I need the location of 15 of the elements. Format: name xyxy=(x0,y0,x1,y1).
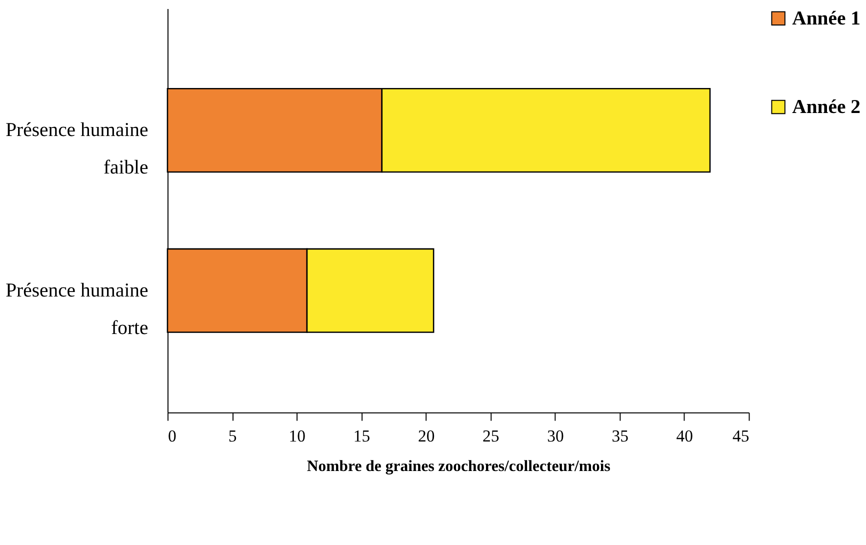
x-tick-label: 5 xyxy=(228,426,237,446)
x-tick-label: 35 xyxy=(612,426,628,446)
x-tick-label: 25 xyxy=(482,426,500,446)
x-tick-label: 10 xyxy=(288,426,306,446)
legend-label: Année 1 xyxy=(792,7,860,30)
x-tick-label: 40 xyxy=(676,426,694,446)
y-tick-label: Présence humaine forte xyxy=(6,280,149,339)
x-tick-label: 0 xyxy=(168,426,176,446)
x-tick-label: 20 xyxy=(418,426,435,446)
x-tick-label: 45 xyxy=(732,426,750,446)
x-tick-label: 30 xyxy=(547,426,564,446)
y-tick-label: Présence humaine faible xyxy=(6,119,149,179)
x-axis-title: Nombre de graines zoochores/collecteur/mois xyxy=(306,458,610,476)
legend-label: Année 2 xyxy=(792,96,860,118)
x-tick-label: 15 xyxy=(353,426,370,446)
